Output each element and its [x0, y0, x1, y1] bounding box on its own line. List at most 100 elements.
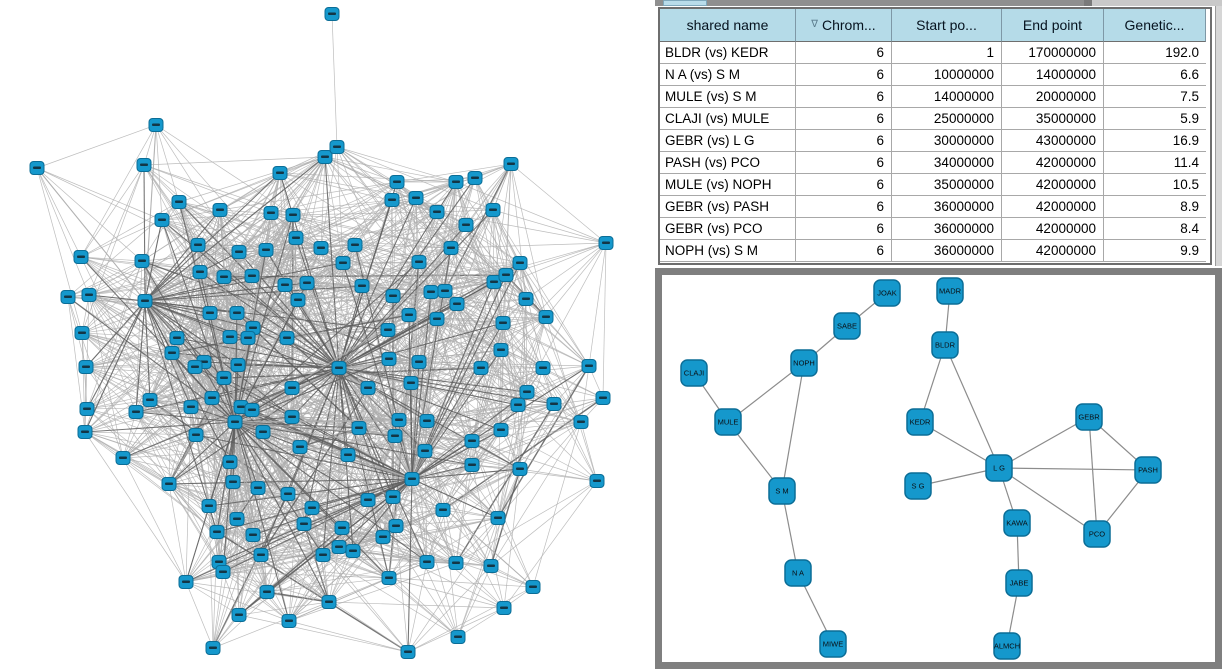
- network-node[interactable]: [178, 575, 194, 589]
- network-node[interactable]: [216, 371, 232, 385]
- network-node[interactable]: [288, 231, 304, 245]
- network-node[interactable]: [229, 512, 245, 526]
- horizontal-scrollbar-thumb[interactable]: [663, 0, 707, 6]
- network-node[interactable]: [429, 205, 445, 219]
- node-shape[interactable]: [1083, 520, 1111, 548]
- cell-end-point[interactable]: 35000000: [1002, 108, 1104, 130]
- column-header-end-point[interactable]: End point: [1002, 9, 1104, 42]
- network-node[interactable]: [387, 429, 403, 443]
- network-node[interactable]: [403, 376, 419, 390]
- network-node[interactable]: JABE: [1005, 569, 1033, 597]
- cell-start-point[interactable]: 1: [892, 42, 1002, 64]
- network-node[interactable]: [443, 241, 459, 255]
- network-node[interactable]: [225, 475, 241, 489]
- network-node[interactable]: [216, 270, 232, 284]
- network-edge[interactable]: [998, 467, 1149, 471]
- network-node[interactable]: [188, 428, 204, 442]
- network-node[interactable]: [345, 544, 361, 558]
- network-node[interactable]: [519, 385, 535, 399]
- network-node[interactable]: [142, 393, 158, 407]
- network-node[interactable]: [317, 150, 333, 164]
- network-node[interactable]: [244, 269, 260, 283]
- network-node[interactable]: [518, 292, 534, 306]
- network-node[interactable]: BLDR: [931, 331, 959, 359]
- node-shape[interactable]: [1003, 509, 1031, 537]
- cell-shared-name[interactable]: CLAJI (vs) MULE: [660, 108, 796, 130]
- network-node[interactable]: [292, 440, 308, 454]
- cell-start-point[interactable]: 30000000: [892, 130, 1002, 152]
- network-node[interactable]: [419, 555, 435, 569]
- cell-start-point[interactable]: 34000000: [892, 152, 1002, 174]
- node-shape[interactable]: [833, 312, 861, 340]
- cell-genetic-distance[interactable]: 6.6: [1104, 64, 1206, 86]
- network-node[interactable]: [450, 630, 466, 644]
- network-node[interactable]: [29, 161, 45, 175]
- network-node[interactable]: [229, 306, 245, 320]
- network-node[interactable]: [423, 285, 439, 299]
- network-node[interactable]: [381, 352, 397, 366]
- cell-genetic-distance[interactable]: 9.9: [1104, 240, 1206, 262]
- network-node[interactable]: [222, 455, 238, 469]
- network-node[interactable]: [205, 641, 221, 655]
- network-node[interactable]: [240, 331, 256, 345]
- cell-start-point[interactable]: 36000000: [892, 218, 1002, 240]
- network-node[interactable]: [202, 306, 218, 320]
- network-node[interactable]: PASH: [1134, 456, 1162, 484]
- network-node[interactable]: [503, 157, 519, 171]
- network-node[interactable]: MIWE: [819, 630, 847, 658]
- network-node[interactable]: [448, 175, 464, 189]
- network-node[interactable]: [137, 294, 153, 308]
- network-node[interactable]: [581, 359, 597, 373]
- network-node[interactable]: [329, 140, 345, 154]
- cell-shared-name[interactable]: N A (vs) S M: [660, 64, 796, 86]
- cell-shared-name[interactable]: MULE (vs) S M: [660, 86, 796, 108]
- network-node[interactable]: [212, 203, 228, 217]
- cell-end-point[interactable]: 20000000: [1002, 86, 1104, 108]
- network-node[interactable]: [281, 614, 297, 628]
- network-node[interactable]: [78, 360, 94, 374]
- node-shape[interactable]: [1134, 456, 1162, 484]
- cell-shared-name[interactable]: MULE (vs) NOPH: [660, 174, 796, 196]
- network-node[interactable]: [277, 278, 293, 292]
- cell-chromosome[interactable]: 6: [796, 240, 892, 262]
- cell-genetic-distance[interactable]: 8.9: [1104, 196, 1206, 218]
- cell-end-point[interactable]: 42000000: [1002, 240, 1104, 262]
- network-node[interactable]: [335, 256, 351, 270]
- network-node[interactable]: [490, 511, 506, 525]
- cell-start-point[interactable]: 25000000: [892, 108, 1002, 130]
- network-node[interactable]: [435, 503, 451, 517]
- network-node[interactable]: [154, 213, 170, 227]
- network-node[interactable]: [209, 525, 225, 539]
- network-node[interactable]: [324, 7, 340, 21]
- network-edge[interactable]: [998, 467, 1098, 535]
- network-node[interactable]: [285, 208, 301, 222]
- network-node[interactable]: [354, 279, 370, 293]
- network-node[interactable]: [437, 284, 453, 298]
- network-node[interactable]: [464, 434, 480, 448]
- network-node[interactable]: [384, 193, 400, 207]
- node-shape[interactable]: [714, 408, 742, 436]
- network-node[interactable]: [148, 118, 164, 132]
- cell-end-point[interactable]: 170000000: [1002, 42, 1104, 64]
- network-node[interactable]: [115, 451, 131, 465]
- node-shape[interactable]: [936, 277, 964, 305]
- network-node[interactable]: [464, 458, 480, 472]
- network-node[interactable]: [272, 166, 288, 180]
- network-node[interactable]: [255, 425, 271, 439]
- network-node[interactable]: N A: [784, 559, 812, 587]
- cell-end-point[interactable]: 42000000: [1002, 218, 1104, 240]
- network-node[interactable]: [411, 355, 427, 369]
- node-shape[interactable]: [680, 359, 708, 387]
- cell-genetic-distance[interactable]: 16.9: [1104, 130, 1206, 152]
- network-node[interactable]: JOAK: [873, 279, 901, 307]
- network-node[interactable]: [258, 243, 274, 257]
- cell-shared-name[interactable]: BLDR (vs) KEDR: [660, 42, 796, 64]
- cell-genetic-distance[interactable]: 10.5: [1104, 174, 1206, 196]
- network-node[interactable]: [284, 410, 300, 424]
- network-node[interactable]: [411, 255, 427, 269]
- cell-chromosome[interactable]: 6: [796, 174, 892, 196]
- network-node[interactable]: [495, 316, 511, 330]
- network-node[interactable]: [169, 331, 185, 345]
- network-node[interactable]: [161, 477, 177, 491]
- network-node[interactable]: [388, 519, 404, 533]
